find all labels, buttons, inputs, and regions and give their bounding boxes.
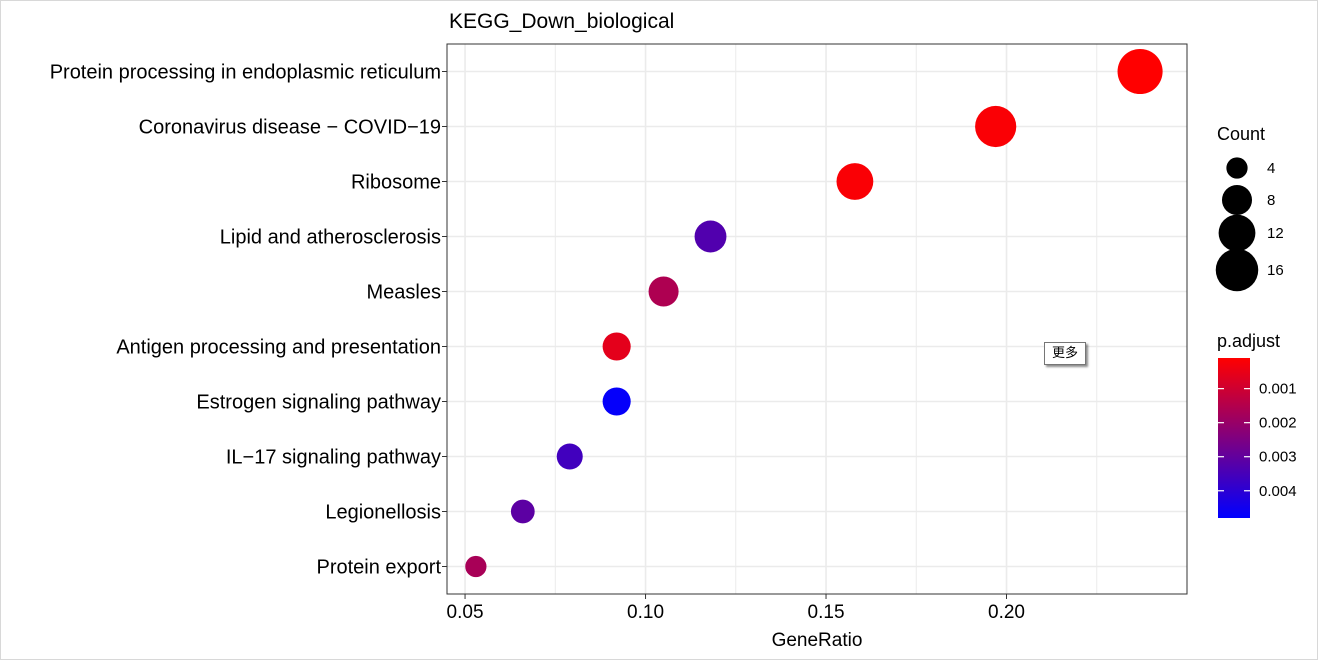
color-legend-ticks: 0.001 0.002 0.003 0.004 bbox=[1218, 381, 1297, 500]
color-legend-label: 0.001 bbox=[1259, 381, 1297, 398]
data-point bbox=[648, 276, 679, 307]
y-tick-label: Protein export bbox=[316, 557, 441, 579]
y-tick-label: Estrogen signaling pathway bbox=[196, 392, 441, 414]
size-legend-label: 8 bbox=[1267, 192, 1275, 209]
y-axis-labels: Protein processing in endoplasmic reticu… bbox=[50, 62, 447, 579]
x-tick-label: 0.20 bbox=[988, 602, 1025, 623]
y-tick-label: Coronavirus disease − COVID−19 bbox=[139, 117, 441, 139]
y-tick-label: Lipid and atherosclerosis bbox=[220, 227, 441, 249]
grid bbox=[447, 44, 1187, 594]
data-point bbox=[602, 387, 631, 416]
x-axis-label: GeneRatio bbox=[772, 630, 863, 651]
size-legend-label: 12 bbox=[1267, 225, 1284, 242]
data-point bbox=[694, 220, 727, 253]
size-legend-title: Count bbox=[1217, 124, 1265, 144]
data-point bbox=[510, 499, 535, 524]
data-point bbox=[602, 332, 631, 361]
x-axis-ticks: 0.05 0.10 0.15 0.20 bbox=[447, 594, 1025, 623]
plot-panel-border bbox=[446, 43, 1188, 595]
color-legend-label: 0.004 bbox=[1259, 483, 1297, 500]
data-point bbox=[1117, 48, 1163, 95]
points bbox=[465, 48, 1163, 578]
size-legend: 4 8 12 16 bbox=[1215, 157, 1284, 292]
color-legend-bar bbox=[1218, 358, 1250, 518]
data-point bbox=[975, 105, 1017, 148]
y-tick-label: Antigen processing and presentation bbox=[116, 337, 441, 359]
data-point bbox=[836, 163, 874, 200]
color-legend-label: 0.002 bbox=[1259, 415, 1297, 432]
y-tick-label: Ribosome bbox=[351, 172, 441, 194]
color-legend-label: 0.003 bbox=[1259, 449, 1297, 466]
x-tick-label: 0.15 bbox=[808, 602, 845, 623]
size-legend-dot bbox=[1221, 184, 1253, 216]
y-tick-label: Measles bbox=[367, 282, 441, 304]
color-legend-title: p.adjust bbox=[1217, 331, 1280, 351]
y-tick-label: Protein processing in endoplasmic reticu… bbox=[50, 62, 441, 84]
x-tick-label: 0.10 bbox=[627, 602, 664, 623]
data-point bbox=[556, 443, 583, 470]
y-tick-label: IL−17 signaling pathway bbox=[226, 447, 441, 469]
size-legend-label: 16 bbox=[1267, 262, 1284, 279]
y-tick-label: Legionellosis bbox=[325, 502, 441, 524]
size-legend-dot bbox=[1226, 157, 1248, 179]
data-point bbox=[465, 555, 487, 578]
chart-title: KEGG_Down_biological bbox=[449, 10, 674, 33]
size-legend-dot bbox=[1218, 214, 1256, 252]
size-legend-dot bbox=[1215, 248, 1259, 292]
more-tooltip: 更多 bbox=[1044, 342, 1086, 365]
x-tick-label: 0.05 bbox=[447, 602, 484, 623]
size-legend-label: 4 bbox=[1267, 160, 1275, 177]
